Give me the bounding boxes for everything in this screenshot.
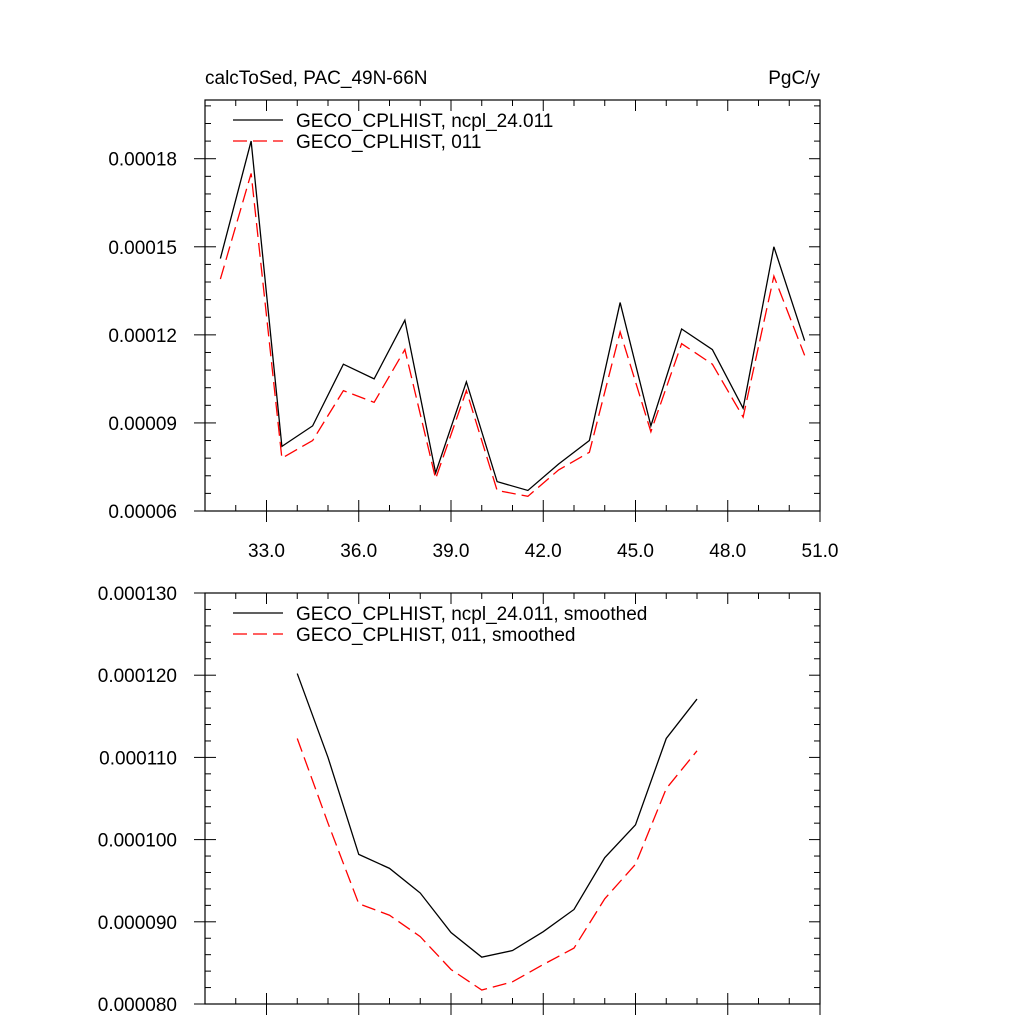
top-panel-x-tick-label: 51.0 bbox=[802, 541, 839, 562]
bottom-panel-legend: GECO_CPLHIST, ncpl_24.011, smoothedGECO_… bbox=[233, 604, 647, 646]
bottom-panel-legend-label-1: GECO_CPLHIST, ncpl_24.011, smoothed bbox=[296, 604, 647, 625]
top-panel-x-tick-label: 36.0 bbox=[340, 541, 377, 562]
bottom-panel-ticks: 0.000080 0.000090 0.000100 0.000110 0.000120… bbox=[98, 584, 821, 1016]
top-panel-y-tick-label: 0.00009 bbox=[108, 414, 177, 435]
bottom-panel-series bbox=[296, 673, 698, 991]
bottom-panel: 0.000080 0.000090 0.000100 0.000110 0.000120… bbox=[98, 584, 821, 1016]
bottom-panel-y-tick-label: 0.000080 bbox=[98, 995, 177, 1016]
top-panel-series-2-line bbox=[219, 173, 806, 498]
top-panel-y-tick-label: 0.00006 bbox=[108, 502, 177, 523]
top-panel-y-tick-label: 0.00018 bbox=[108, 150, 177, 171]
top-panel-x-tick-label: 39.0 bbox=[433, 541, 470, 562]
top-panel-title: calcToSed, PAC_49N-66N bbox=[205, 68, 427, 89]
bottom-panel-y-tick-label: 0.000110 bbox=[99, 748, 177, 769]
bottom-panel-y-tick-label: 0.000120 bbox=[98, 666, 177, 687]
top-panel-x-tick-label: 45.0 bbox=[617, 541, 654, 562]
top-panel: calcToSed, PAC_49N-66N PgC/y 33.0 36.0 39.… bbox=[108, 68, 838, 562]
bottom-panel-series-1-line bbox=[296, 673, 698, 958]
top-panel-series bbox=[219, 140, 806, 498]
bottom-panel-legend-label-2: GECO_CPLHIST, 011, smoothed bbox=[296, 625, 576, 646]
top-panel-x-tick-label: 48.0 bbox=[709, 541, 746, 562]
top-panel-legend-label-1: GECO_CPLHIST, ncpl_24.011 bbox=[296, 111, 553, 132]
bottom-panel-y-tick-label: 0.000130 bbox=[98, 584, 177, 605]
top-panel-frame bbox=[204, 99, 821, 512]
top-panel-y-tick-label: 0.00015 bbox=[108, 238, 177, 259]
top-panel-series-1-line bbox=[219, 140, 806, 492]
bottom-panel-y-tick-label: 0.000090 bbox=[98, 913, 177, 934]
top-panel-legend-label-2: GECO_CPLHIST, 011 bbox=[296, 132, 482, 153]
top-panel-y-tick-label: 0.00012 bbox=[108, 326, 177, 347]
bottom-panel-frame bbox=[204, 592, 821, 1005]
top-panel-x-tick-label: 42.0 bbox=[525, 541, 562, 562]
top-panel-units: PgC/y bbox=[768, 68, 820, 89]
top-panel-x-tick-label: 33.0 bbox=[248, 541, 285, 562]
top-panel-ticks: 33.0 36.0 39.0 42.0 45.0 48.0 51.0 0.00006 0.000… bbox=[108, 100, 838, 562]
bottom-panel-series-2-line bbox=[296, 738, 698, 991]
bottom-panel-y-tick-label: 0.000100 bbox=[98, 831, 177, 852]
